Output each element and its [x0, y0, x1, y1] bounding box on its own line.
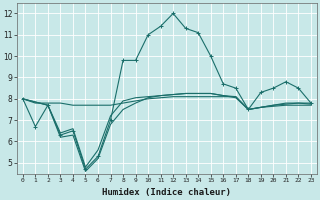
- X-axis label: Humidex (Indice chaleur): Humidex (Indice chaleur): [102, 188, 231, 197]
